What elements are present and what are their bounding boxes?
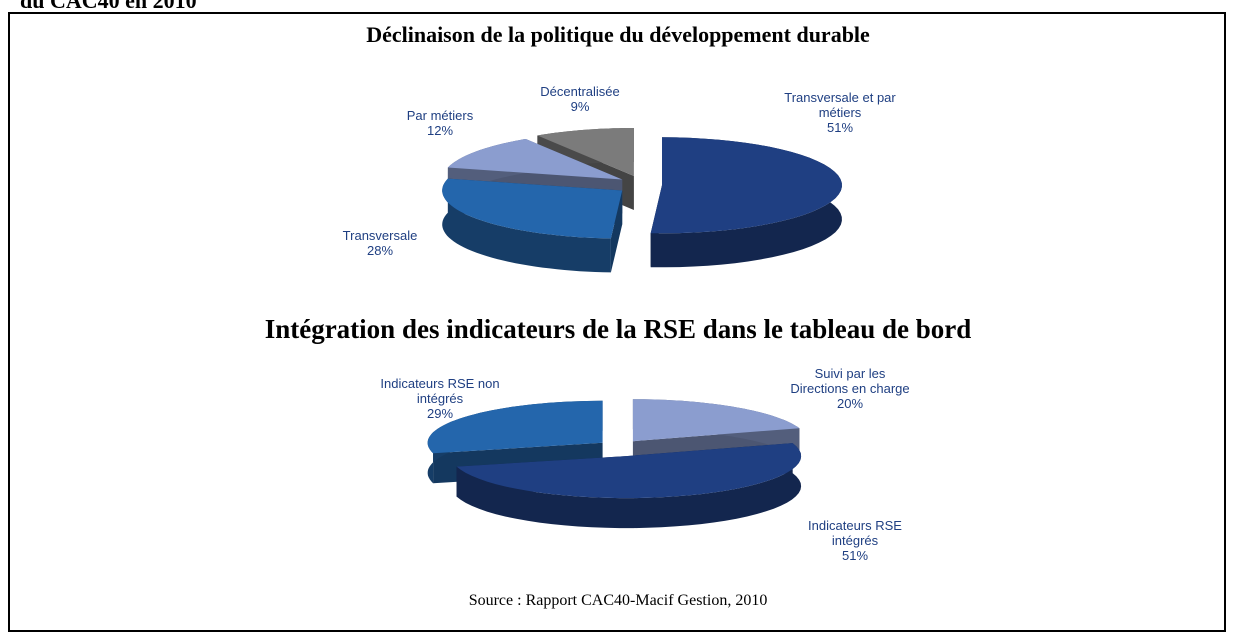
slice-value-label: 20% — [836, 396, 864, 411]
slice-value-label: 9% — [570, 99, 590, 114]
header: du CAC40 en 2010 — [20, 0, 197, 13]
slice-value-label: 51% — [841, 548, 869, 563]
slice-value-label: 12% — [426, 123, 454, 138]
slice-side — [442, 178, 611, 273]
slice-label: Transversale et par métiers — [784, 90, 896, 120]
chart-title: Intégration des indicateurs de la RSE da… — [264, 314, 972, 344]
slice-label: Par métiers — [406, 108, 474, 123]
source: Source : Rapport CAC40-Macif Gestion, 20… — [468, 592, 768, 609]
slice-label: Suivi par les Directions en charge — [790, 366, 910, 396]
slice-value-label: 28% — [366, 243, 394, 258]
slice-label: Décentralisée — [540, 84, 620, 99]
slice — [537, 128, 634, 176]
slice — [632, 399, 800, 442]
slice-label: Indicateurs RSE intégrés — [808, 518, 902, 548]
slice — [442, 178, 623, 239]
slice-label: Transversale — [342, 228, 418, 243]
slice — [447, 139, 623, 180]
slice — [650, 137, 842, 234]
slice — [427, 400, 603, 454]
slice-value-label: 29% — [426, 406, 454, 421]
slice — [456, 443, 802, 499]
slice-side — [456, 443, 802, 529]
slice-label: Indicateurs RSE non intégrés — [380, 376, 500, 406]
chart-title: Déclinaison de la politique du développe… — [366, 22, 870, 47]
slice-value-label: 51% — [826, 120, 854, 135]
